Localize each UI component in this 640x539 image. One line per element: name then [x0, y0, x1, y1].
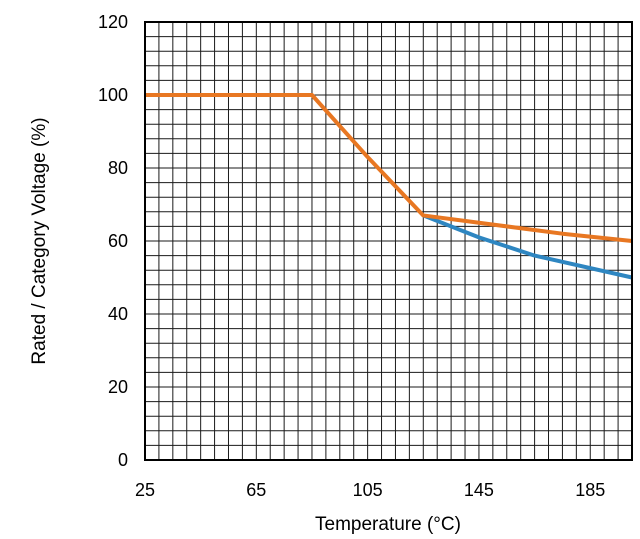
x-tick-label: 105	[353, 480, 383, 500]
plot-frame	[144, 21, 633, 461]
x-tick-label: 25	[135, 480, 155, 500]
y-tick-label: 60	[108, 231, 128, 251]
y-tick-label: 40	[108, 304, 128, 324]
x-axis-title: Temperature (°C)	[315, 514, 461, 535]
grid	[145, 22, 632, 460]
y-axis-title: Rated / Category Voltage (%)	[29, 117, 50, 364]
y-tick-label: 100	[98, 85, 128, 105]
x-tick-label: 65	[246, 480, 266, 500]
y-axis-ticks: 0 20 40 60 80 100 120	[98, 12, 128, 470]
y-tick-label: 0	[118, 450, 128, 470]
x-tick-label: 145	[464, 480, 494, 500]
y-tick-label: 20	[108, 377, 128, 397]
series-layer	[145, 93, 633, 280]
x-tick-label: 185	[575, 480, 605, 500]
series-line-2	[145, 93, 633, 243]
y-tick-label: 80	[108, 158, 128, 178]
y-tick-label: 120	[98, 12, 128, 32]
series-line-1	[422, 213, 633, 280]
x-axis-ticks: 25 65 105 145 185	[135, 480, 605, 500]
